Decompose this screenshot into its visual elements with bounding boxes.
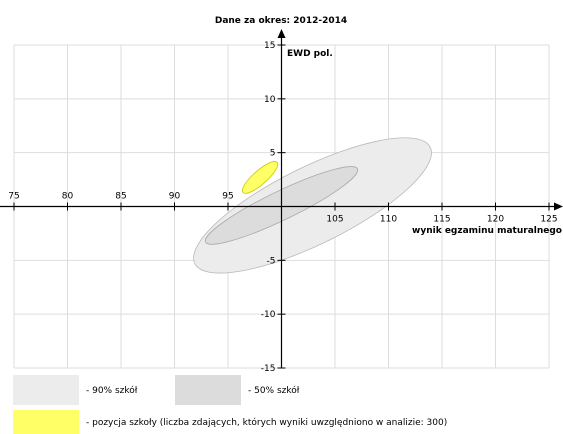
x-axis-arrow-icon [554, 202, 563, 211]
axes [0, 29, 563, 368]
x-tick-label: 90 [169, 192, 181, 202]
legend-swatch-90 [13, 375, 79, 405]
chart-title: Dane za okres: 2012-2014 [215, 16, 347, 26]
x-tick-label: 110 [380, 215, 397, 225]
legend-swatch-school [13, 410, 79, 434]
legend-swatch-50 [175, 375, 241, 405]
legend-label-90: - 90% szkół [86, 385, 138, 396]
x-tick-label: 95 [222, 192, 233, 202]
y-tick-label: 5 [270, 149, 276, 159]
x-tick-label: 75 [8, 192, 19, 202]
x-axis-label: wynik egzaminu maturalnego [412, 226, 562, 236]
y-axis-label: EWD pol. [287, 49, 333, 59]
legend-label-50: - 50% szkół [248, 385, 300, 396]
x-tick-label: 125 [540, 215, 557, 225]
ellipse-layer [193, 137, 432, 274]
x-tick-label: 115 [433, 215, 450, 225]
x-tick-label: 80 [62, 192, 74, 202]
x-tick-label: 120 [487, 215, 504, 225]
legend: - 90% szkół - 50% szkół - pozycja szkoły… [13, 375, 447, 434]
y-tick-label: 15 [264, 41, 275, 51]
y-tick-label: -10 [261, 310, 276, 320]
y-tick-label: -5 [267, 256, 276, 266]
y-tick-label: 10 [264, 95, 276, 105]
ellipse-school-position [241, 161, 279, 194]
y-axis-arrow-icon [277, 29, 286, 38]
legend-label-school: - pozycja szkoły (liczba zdających, któr… [86, 417, 447, 428]
x-tick-label: 85 [115, 192, 126, 202]
y-tick-label: -15 [261, 364, 276, 374]
x-tick-label: 105 [326, 215, 343, 225]
